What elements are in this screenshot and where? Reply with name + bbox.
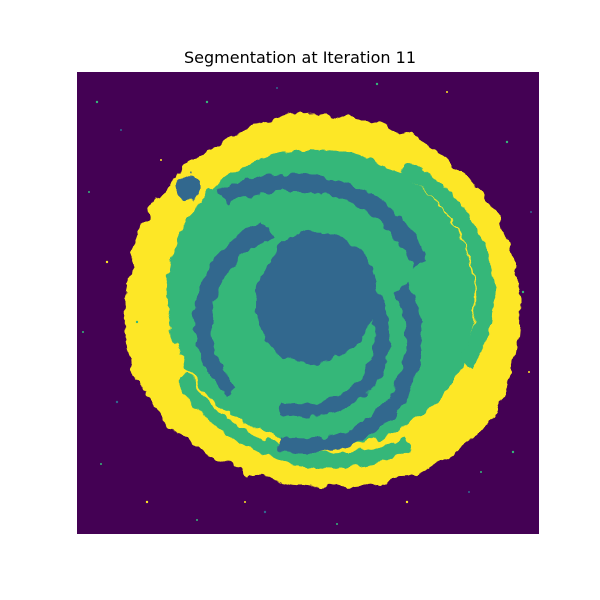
noise-speckles: [82, 82, 532, 525]
plot-title: Segmentation at Iteration 11: [183, 48, 416, 67]
segmentation-image: [77, 72, 539, 534]
core-and-dark-arms-region: [175, 173, 427, 454]
